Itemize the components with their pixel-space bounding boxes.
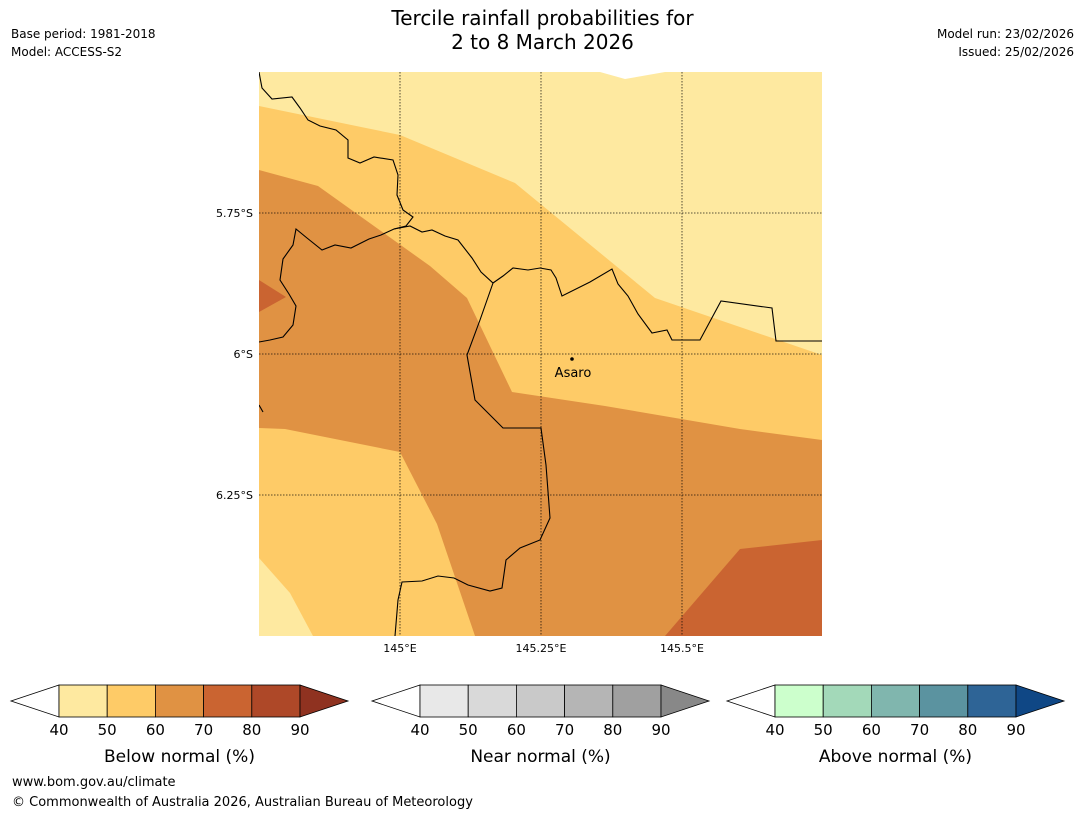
lon-label: 145°E bbox=[383, 642, 416, 655]
colorbar-under-arrow bbox=[725, 684, 776, 718]
colorbar-over-arrow bbox=[299, 684, 350, 718]
colorbar-tick-label: 50 bbox=[98, 721, 117, 739]
colorbar-tick-label: 60 bbox=[862, 721, 881, 739]
issued-date: Issued: 25/02/2026 bbox=[958, 45, 1074, 59]
place-label-asaro: Asaro bbox=[555, 366, 592, 381]
header-left: Base period: 1981-2018 Model: ACCESS-S2 bbox=[11, 25, 156, 61]
footer-url: www.bom.gov.au/climate bbox=[12, 775, 176, 790]
colorbar-tick-label: 70 bbox=[910, 721, 929, 739]
lat-label: 6.25°S bbox=[216, 489, 253, 502]
colorbar-segment bbox=[419, 684, 469, 718]
colorbar-tick-label: 80 bbox=[603, 721, 622, 739]
lon-label: 145.25°E bbox=[516, 642, 567, 655]
colorbar-segment bbox=[822, 684, 872, 718]
colorbar-tick-label: 60 bbox=[507, 721, 526, 739]
base-period: Base period: 1981-2018 bbox=[11, 27, 156, 41]
band-70-80-west bbox=[259, 280, 286, 312]
colorbar-label: Near normal (%) bbox=[470, 747, 610, 767]
lat-label: 5.75°S bbox=[216, 207, 253, 220]
header-right: Model run: 23/02/2026 Issued: 25/02/2026 bbox=[937, 25, 1074, 61]
asaro-marker bbox=[570, 357, 574, 361]
colorbar-tick-label: 90 bbox=[290, 721, 309, 739]
colorbar-segment bbox=[774, 684, 824, 718]
colorbar: 40 50 60 70 80 90 Above normal (%) bbox=[725, 684, 1066, 767]
colorbar-under-arrow bbox=[370, 684, 421, 718]
colorbar-tick-label: 40 bbox=[49, 721, 68, 739]
title-line-1: Tercile rainfall probabilities for bbox=[391, 6, 694, 30]
colorbar-segment bbox=[154, 684, 204, 718]
colorbar-tick-label: 90 bbox=[1006, 721, 1025, 739]
lon-label: 145.5°E bbox=[660, 642, 704, 655]
colorbar-label: Below normal (%) bbox=[104, 747, 255, 767]
colorbar-segment bbox=[564, 684, 614, 718]
lat-label: 6°S bbox=[234, 348, 253, 361]
colorbar-tick-label: 70 bbox=[194, 721, 213, 739]
colorbars: 40 50 60 70 80 90 Below normal (%) 40 50 60 70 80 90… bbox=[9, 684, 1066, 767]
colorbar-label: Above normal (%) bbox=[819, 747, 972, 767]
colorbar-segment bbox=[251, 684, 301, 718]
colorbar: 40 50 60 70 80 90 Near normal (%) bbox=[370, 684, 711, 767]
colorbar-over-arrow bbox=[1015, 684, 1066, 718]
colorbar-segment bbox=[612, 684, 662, 718]
colorbar-tick-label: 70 bbox=[555, 721, 574, 739]
colorbar-segment bbox=[467, 684, 517, 718]
colorbar-tick-label: 80 bbox=[242, 721, 261, 739]
title-line-2: 2 to 8 March 2026 bbox=[451, 30, 634, 54]
province-boundaries bbox=[259, 72, 822, 636]
model-run: Model run: 23/02/2026 bbox=[936, 27, 1074, 41]
colorbar: 40 50 60 70 80 90 Below normal (%) bbox=[9, 684, 350, 767]
model-name: Model: ACCESS-S2 bbox=[11, 45, 123, 59]
colorbar-segment bbox=[919, 684, 969, 718]
colorbar-tick-label: 40 bbox=[410, 721, 429, 739]
page-title: Tercile rainfall probabilities for 2 to … bbox=[0, 6, 1085, 54]
colorbar-segment bbox=[203, 684, 253, 718]
colorbar-tick-label: 50 bbox=[814, 721, 833, 739]
colorbar-segment bbox=[58, 684, 108, 718]
colorbar-tick-label: 40 bbox=[765, 721, 784, 739]
map-plot: Asaro bbox=[259, 72, 822, 636]
colorbar-over-arrow bbox=[660, 684, 711, 718]
colorbar-segment bbox=[106, 684, 156, 718]
lon-labels: 145°E 145.25°E 145.5°E bbox=[383, 642, 704, 655]
footer-copyright: © Commonwealth of Australia 2026, Austra… bbox=[12, 795, 473, 810]
colorbar-segment bbox=[967, 684, 1017, 718]
gridlines bbox=[259, 72, 822, 636]
colorbar-segment bbox=[516, 684, 566, 718]
band-70-80-southeast bbox=[665, 540, 822, 636]
colorbar-under-arrow bbox=[9, 684, 60, 718]
colorbar-tick-label: 80 bbox=[958, 721, 977, 739]
colorbar-tick-label: 50 bbox=[459, 721, 478, 739]
colorbar-tick-label: 90 bbox=[651, 721, 670, 739]
band-40-50-southwest bbox=[259, 558, 313, 636]
lat-labels: 5.75°S 6°S 6.25°S bbox=[216, 207, 253, 502]
colorbar-segment bbox=[871, 684, 921, 718]
colorbar-tick-label: 60 bbox=[146, 721, 165, 739]
